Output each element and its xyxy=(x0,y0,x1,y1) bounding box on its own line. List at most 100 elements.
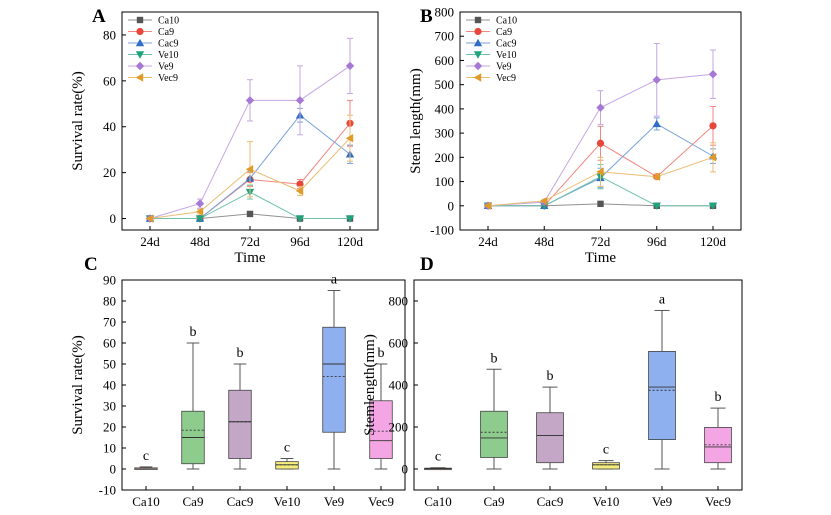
data-point xyxy=(596,103,605,112)
significance-label: b xyxy=(237,346,244,361)
legend-label: Cac9 xyxy=(158,39,179,50)
data-point xyxy=(652,75,661,85)
box-body xyxy=(592,462,620,470)
y-tick-label: 200 xyxy=(435,150,455,165)
box-Ve10: c xyxy=(592,443,620,470)
legend-marker xyxy=(473,61,483,71)
legend-label: Ca9 xyxy=(158,27,174,38)
significance-label: c xyxy=(143,449,149,464)
y-tick-label: 100 xyxy=(435,174,455,189)
box-Ve9: a xyxy=(648,292,676,470)
panel-label: C xyxy=(84,254,98,275)
series-Ca10 xyxy=(484,200,717,209)
y-tick-label: 0 xyxy=(402,462,409,477)
y-tick-label: 500 xyxy=(435,77,455,92)
x-axis-label: Time xyxy=(234,250,265,266)
x-tick-label: Ve9 xyxy=(652,494,672,509)
legend-item-Vec9: Vec9 xyxy=(466,73,516,84)
legend-item-Vec9: Vec9 xyxy=(128,73,178,84)
x-tick-label: Ve10 xyxy=(274,494,301,509)
data-point xyxy=(652,172,660,181)
y-tick-label: 30 xyxy=(103,399,116,414)
y-tick-label: -10 xyxy=(99,483,116,498)
data-point xyxy=(345,215,355,223)
legend-marker xyxy=(136,27,144,36)
data-point xyxy=(708,202,718,210)
data-point xyxy=(652,202,661,210)
data-point xyxy=(295,96,305,105)
box-Ca10: c xyxy=(134,449,158,470)
legend-label: Ca10 xyxy=(158,16,179,27)
y-tick-label: 0 xyxy=(448,198,455,213)
data-point xyxy=(195,207,204,216)
legend-label: Ve9 xyxy=(496,62,512,73)
y-tick-label: 600 xyxy=(435,53,455,68)
legend-item-Ca10: Ca10 xyxy=(128,16,179,27)
data-point xyxy=(596,167,604,177)
y-tick-label: 90 xyxy=(103,273,116,288)
y-tick-label: 70 xyxy=(103,315,116,330)
x-tick-label: 24d xyxy=(478,234,498,249)
legend-item-Ca9: Ca9 xyxy=(466,27,512,38)
y-axis-label: Survival rate(%) xyxy=(70,71,86,171)
x-tick-label: 120d xyxy=(337,234,364,249)
y-tick-label: -100 xyxy=(430,223,454,238)
data-point xyxy=(597,200,604,208)
x-tick-label: Ca10 xyxy=(132,494,159,509)
x-tick-label: 96d xyxy=(647,234,667,249)
legend-label: Ca10 xyxy=(496,16,517,27)
legend-label: Vec9 xyxy=(158,73,178,84)
y-tick-label: 700 xyxy=(435,29,455,44)
y-tick-label: 10 xyxy=(103,441,116,456)
y-axis-label: Stem length(mm) xyxy=(408,68,424,173)
y-tick-label: 800 xyxy=(389,294,409,309)
data-point xyxy=(345,61,355,71)
legend-item-Ve9: Ve9 xyxy=(128,62,174,73)
y-tick-label: 0 xyxy=(110,211,117,226)
x-axis-label: Time xyxy=(585,250,616,266)
data-point xyxy=(709,122,717,130)
series-Ve9 xyxy=(145,37,355,223)
series-Vec9 xyxy=(145,114,354,223)
data-point xyxy=(246,210,254,218)
box-Vec9: b xyxy=(704,390,732,470)
panel-label: A xyxy=(92,6,106,27)
box-Cac9: b xyxy=(228,346,252,470)
x-tick-label: Ve10 xyxy=(593,494,620,509)
legend-item-Ca9: Ca9 xyxy=(128,27,174,38)
data-point xyxy=(652,119,661,128)
data-point xyxy=(483,201,492,210)
box-Ve9: a xyxy=(322,273,346,470)
box-Vec9: b xyxy=(369,346,393,470)
box-Cac9: b xyxy=(536,369,564,470)
x-tick-label: 48d xyxy=(535,234,555,249)
y-tick-label: 60 xyxy=(103,73,116,88)
data-point xyxy=(708,70,718,79)
legend-item-Cac9: Cac9 xyxy=(466,39,517,50)
data-point xyxy=(345,134,354,143)
y-tick-label: 800 xyxy=(435,5,455,20)
significance-label: b xyxy=(190,325,197,340)
panel-A: A 0 20 40 60 80 24d 48d 72d 96d 120d Survival rate(… xyxy=(70,6,379,266)
significance-label: b xyxy=(378,346,385,361)
x-tick-label: 120d xyxy=(700,234,727,249)
legend-label: Ve10 xyxy=(496,50,517,61)
panel-label: D xyxy=(420,254,434,275)
box-Ca10: c xyxy=(424,450,452,471)
legend-marker xyxy=(135,61,145,71)
significance-label: b xyxy=(547,369,554,384)
legend-label: Ve9 xyxy=(158,62,174,73)
y-tick-label: 40 xyxy=(103,378,116,393)
data-point xyxy=(195,199,205,208)
legend-item-Ve10: Ve10 xyxy=(466,50,517,61)
y-tick-label: 60 xyxy=(103,336,116,351)
y-tick-label: 50 xyxy=(103,357,116,372)
legend-marker xyxy=(473,73,482,82)
panel-B: B -100 0 100 200 300 400 500 600 700 800 24d 48d 72d 9… xyxy=(408,5,742,266)
x-tick-label: Vec9 xyxy=(705,494,731,509)
y-tick-label: 300 xyxy=(435,126,455,141)
x-tick-label: 24d xyxy=(140,234,160,249)
x-tick-label: Cac9 xyxy=(537,494,564,509)
significance-label: b xyxy=(491,351,498,366)
